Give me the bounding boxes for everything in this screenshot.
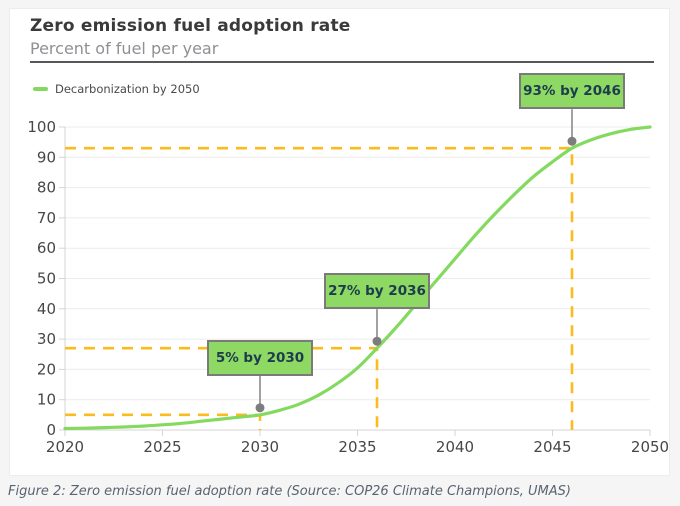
legend-line-swatch	[33, 87, 48, 91]
subtitle-divider	[30, 61, 654, 63]
chart-legend: Decarbonization by 2050	[33, 82, 200, 96]
annotation-box: 5% by 2030	[207, 339, 313, 376]
chart-subtitle: Percent of fuel per year	[30, 39, 219, 58]
figure-caption: Figure 2: Zero emission fuel adoption ra…	[8, 484, 571, 499]
annotation-box: 93% by 2046	[519, 73, 625, 110]
annotation-box: 27% by 2036	[324, 273, 430, 310]
legend-label: Decarbonization by 2050	[55, 82, 200, 96]
chart-title: Zero emission fuel adoption rate	[30, 16, 351, 36]
